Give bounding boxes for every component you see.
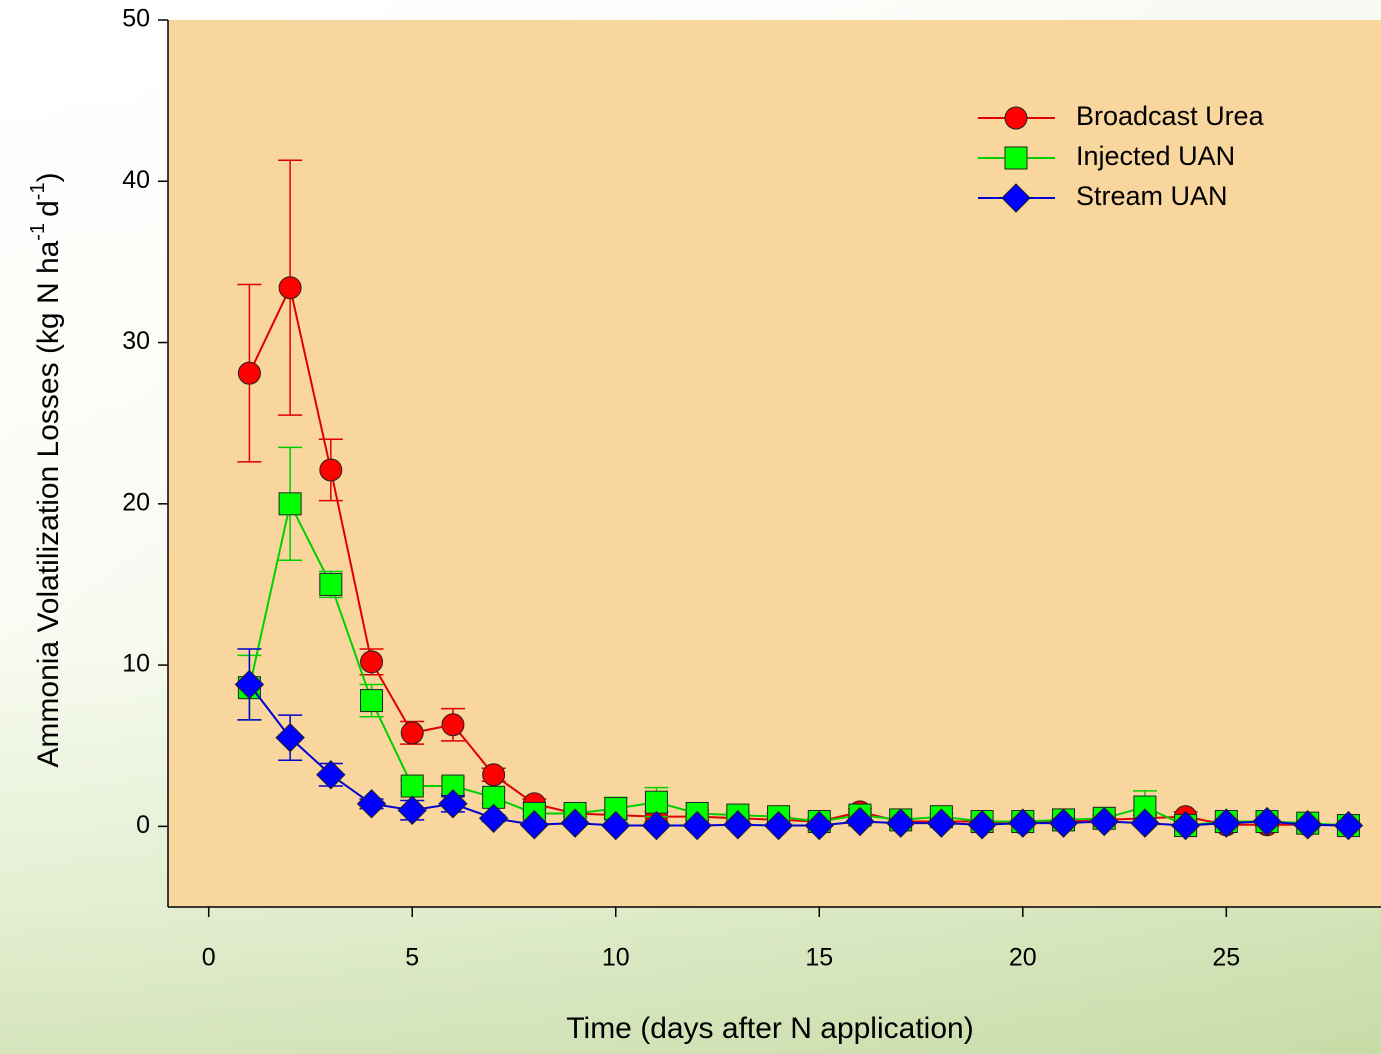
legend-label: Broadcast Urea [1076, 101, 1265, 131]
series-line [248, 500, 1349, 827]
y-tick-label: 0 [136, 811, 150, 839]
marker [237, 361, 261, 385]
marker [478, 803, 509, 834]
label-part: Ammonia Volatilization Losses (kg N ha [32, 240, 65, 767]
x-tick-label: 20 [1009, 944, 1037, 972]
marker [278, 492, 302, 516]
label-part: ) [32, 172, 65, 182]
marker [482, 763, 506, 787]
legend-label: Injected UAN [1076, 141, 1235, 171]
marker [682, 810, 712, 841]
marker [319, 572, 343, 596]
marker [519, 810, 550, 840]
marker [560, 808, 590, 838]
marker [1130, 808, 1160, 838]
marker [400, 721, 424, 745]
legend-marker [1001, 183, 1031, 213]
marker [804, 810, 834, 841]
marker [926, 808, 957, 838]
x-tick-label: 5 [405, 944, 419, 972]
marker [356, 789, 387, 819]
marker [1008, 808, 1038, 838]
x-tick-label: 10 [602, 944, 630, 972]
marker [763, 810, 794, 841]
y-tick-label: 20 [122, 488, 150, 516]
y-tick-label: 50 [122, 5, 150, 33]
marker [723, 810, 753, 840]
plot-area [168, 20, 1381, 907]
legend-marker [1004, 146, 1028, 170]
label-part: d [32, 200, 65, 217]
y-tick-label: 40 [122, 166, 150, 194]
marker [1252, 806, 1282, 837]
marker [1293, 810, 1323, 840]
marker [1170, 810, 1201, 841]
marker [1089, 806, 1119, 837]
marker [967, 810, 997, 840]
marker [845, 806, 875, 837]
series-line [248, 683, 1349, 827]
y-tick-label: 10 [122, 650, 150, 678]
superscript: -1 [27, 223, 49, 241]
marker [319, 458, 343, 482]
y-tick-label: 30 [122, 327, 150, 355]
marker [885, 808, 916, 838]
series-line [248, 284, 1349, 827]
marker [601, 810, 631, 841]
marker [400, 774, 424, 798]
marker [1211, 808, 1242, 838]
marker [441, 713, 465, 737]
marker [234, 669, 265, 700]
marker [360, 689, 384, 713]
marker [275, 722, 305, 753]
marker [278, 276, 302, 300]
marker [1048, 808, 1079, 838]
marker [397, 795, 427, 825]
marker [1333, 810, 1364, 841]
legend-marker [1004, 106, 1028, 130]
marker [438, 789, 468, 819]
x-tick-label: 15 [805, 944, 833, 972]
superscript: -1 [27, 182, 49, 200]
x-tick-label: 0 [202, 944, 216, 972]
marker [641, 810, 672, 841]
legend-label: Stream UAN [1076, 181, 1228, 211]
x-axis-title: Time (days after N application) [566, 1012, 973, 1045]
y-axis-title: Ammonia Volatilization Losses (kg N ha-1… [27, 172, 65, 767]
marker [360, 650, 384, 674]
marker [316, 760, 346, 790]
x-tick-label: 25 [1212, 944, 1240, 972]
marker [644, 790, 668, 814]
